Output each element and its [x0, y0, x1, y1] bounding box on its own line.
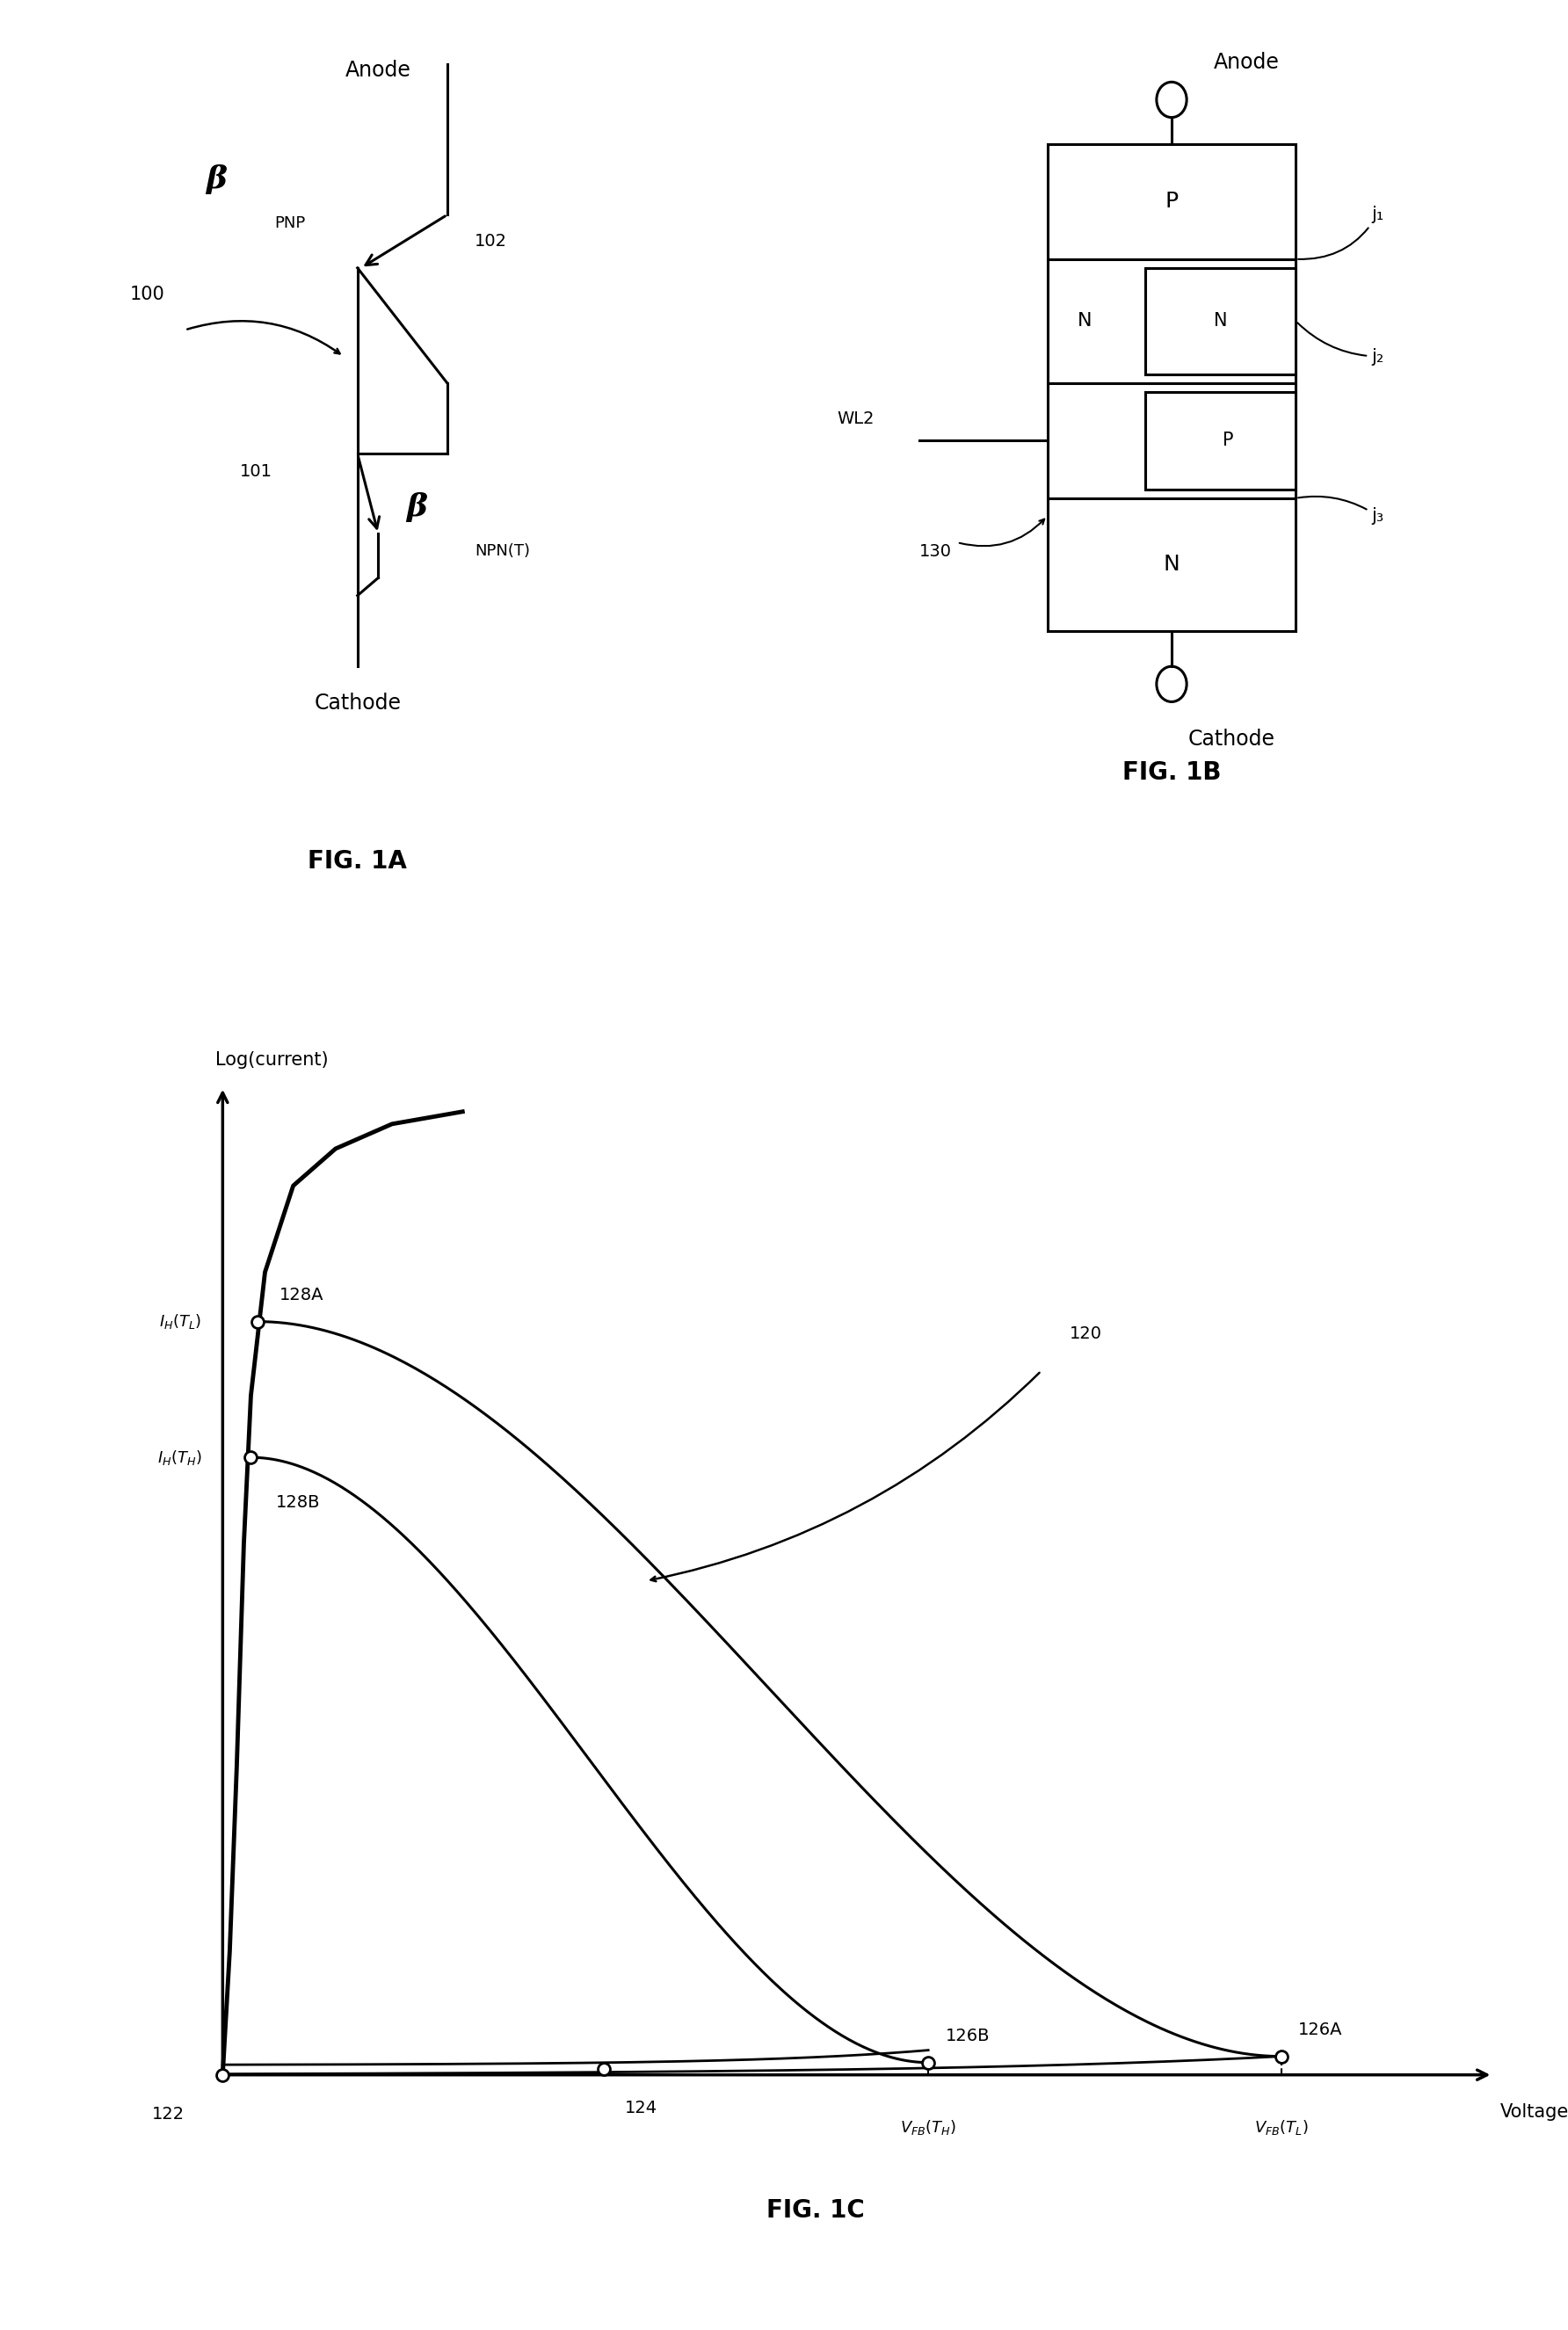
Text: 120: 120 [1069, 1326, 1102, 1342]
Text: Anode: Anode [345, 61, 411, 82]
Text: 126B: 126B [946, 2027, 989, 2043]
Bar [1047, 499, 1295, 631]
Text: $V_{FB}(T_H)$: $V_{FB}(T_H)$ [900, 2118, 956, 2137]
Text: Anode: Anode [1214, 51, 1279, 72]
Text: Cathode: Cathode [314, 692, 401, 713]
Text: Log(current): Log(current) [216, 1051, 329, 1069]
Text: FIG. 1B: FIG. 1B [1123, 760, 1221, 785]
Text: P: P [1223, 431, 1234, 450]
Text: $I_H(T_L)$: $I_H(T_L)$ [158, 1312, 201, 1330]
Text: Voltage: Voltage [1501, 2104, 1568, 2120]
Text: NPN(T): NPN(T) [475, 543, 530, 559]
Text: N: N [1214, 312, 1228, 331]
Text: 101: 101 [240, 464, 273, 480]
Text: $V_{FB}(T_L)$: $V_{FB}(T_L)$ [1254, 2118, 1308, 2137]
Text: j₁: j₁ [1298, 205, 1383, 259]
Bar [1145, 268, 1295, 375]
Bar [1047, 382, 1295, 499]
Text: β: β [406, 492, 426, 522]
Text: 100: 100 [130, 287, 165, 303]
Text: 122: 122 [152, 2106, 185, 2123]
Text: 124: 124 [624, 2099, 657, 2116]
Text: PNP: PNP [274, 217, 306, 231]
Bar [1047, 259, 1295, 382]
Text: $I_H(T_H)$: $I_H(T_H)$ [157, 1449, 201, 1466]
Text: j₂: j₂ [1298, 324, 1383, 366]
Text: FIG. 1C: FIG. 1C [767, 2200, 864, 2223]
Text: N: N [1077, 312, 1091, 331]
Bar [1047, 144, 1295, 259]
Text: 130: 130 [919, 543, 952, 559]
Text: 128A: 128A [279, 1286, 323, 1302]
Bar [1145, 391, 1295, 489]
Text: 128B: 128B [276, 1494, 321, 1512]
Text: Cathode: Cathode [1189, 729, 1275, 750]
Text: β: β [205, 165, 227, 193]
Text: j₃: j₃ [1298, 496, 1383, 524]
Text: FIG. 1A: FIG. 1A [307, 848, 408, 874]
Text: 102: 102 [475, 233, 508, 249]
Text: P: P [1165, 191, 1178, 212]
Text: N: N [1163, 555, 1179, 576]
Text: WL2: WL2 [837, 410, 875, 426]
Text: 126A: 126A [1298, 2020, 1342, 2039]
